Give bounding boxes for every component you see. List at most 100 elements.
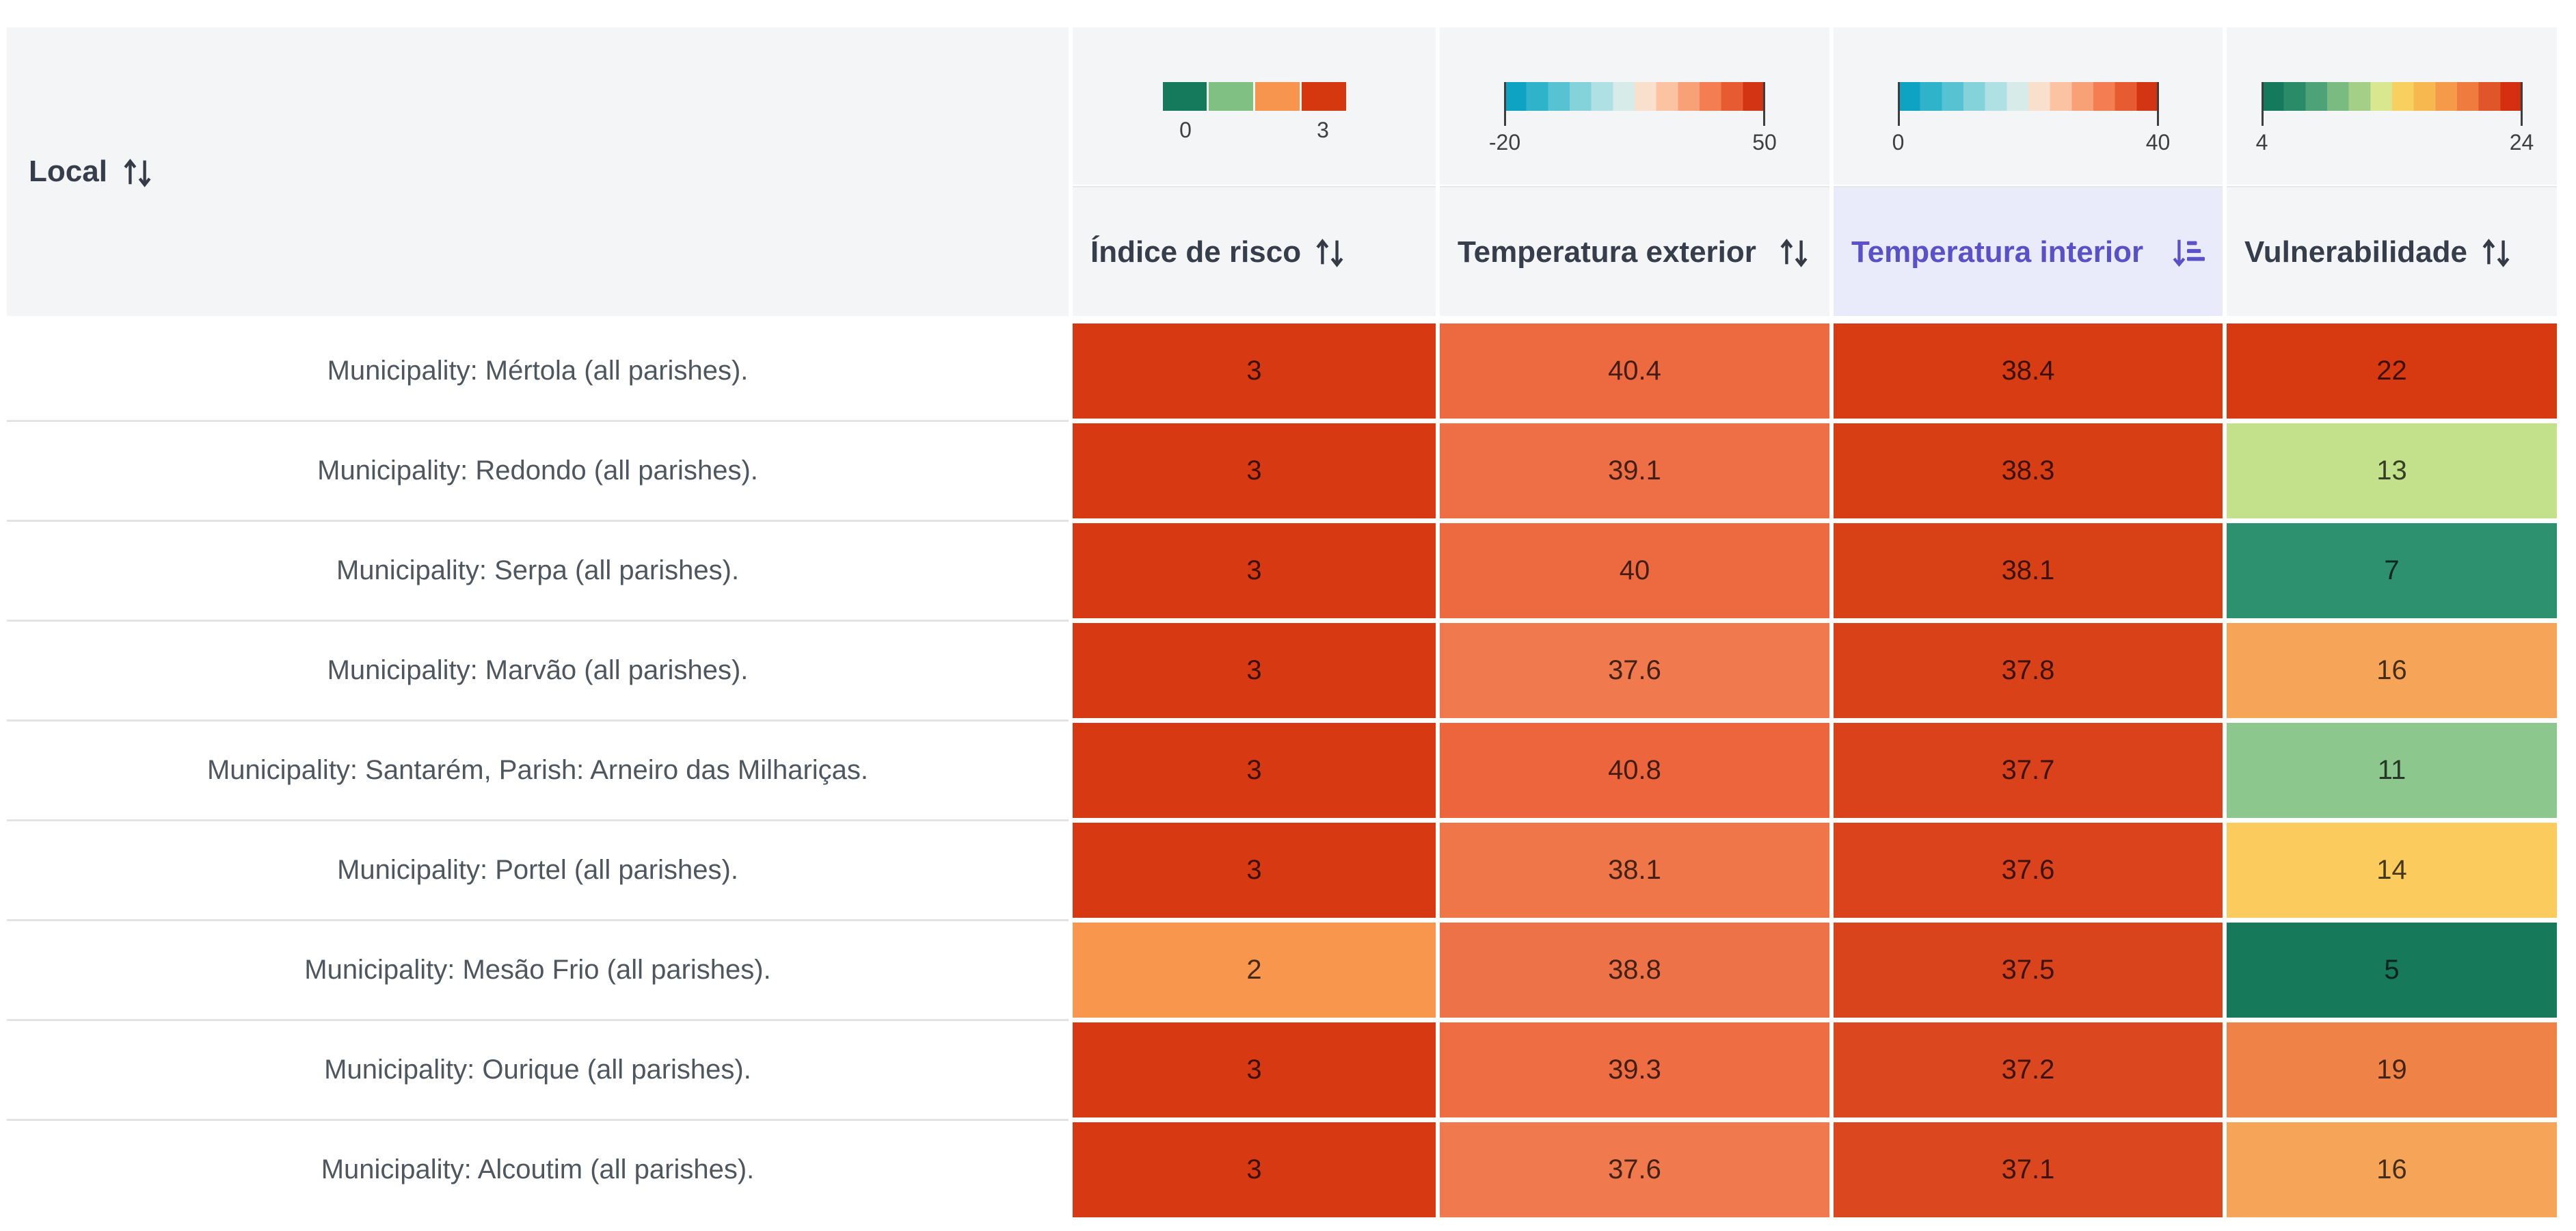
table-row: Municipality: Ourique (all parishes). 3 … bbox=[0, 1019, 2576, 1117]
color-scale-vuln-bar bbox=[2261, 82, 2523, 126]
temp-ext-cell[interactable]: 38.1 bbox=[1440, 823, 1829, 918]
risk-cell[interactable]: 3 bbox=[1073, 1122, 1436, 1217]
color-scale-vuln: 4 24 bbox=[2256, 82, 2534, 155]
temp-int-cell[interactable]: 38.3 bbox=[1834, 423, 2223, 518]
color-scale-temp-ext-bar bbox=[1504, 82, 1765, 126]
vulnerability-cell[interactable]: 7 bbox=[2227, 523, 2557, 618]
sort-descending-icon bbox=[2169, 234, 2205, 269]
legend-max-label: 3 bbox=[1317, 118, 1329, 142]
table-row: Municipality: Marvão (all parishes). 3 3… bbox=[0, 620, 2576, 718]
temp-int-cell[interactable]: 37.6 bbox=[1834, 823, 2223, 918]
risk-cell[interactable]: 3 bbox=[1073, 423, 1436, 518]
local-cell[interactable]: Municipality: Marvão (all parishes). bbox=[7, 623, 1069, 718]
risk-cell[interactable]: 3 bbox=[1073, 823, 1436, 918]
risk-swatch-1 bbox=[1162, 82, 1207, 111]
risk-cell[interactable]: 2 bbox=[1073, 923, 1436, 1018]
legend-tick-left bbox=[1504, 82, 1506, 126]
legend-min-label: -20 bbox=[1488, 130, 1521, 155]
risk-cell[interactable]: 3 bbox=[1073, 323, 1436, 419]
temp-int-cell[interactable]: 38.4 bbox=[1834, 323, 2223, 419]
table-row: Municipality: Alcoutim (all parishes). 3… bbox=[0, 1119, 2576, 1217]
temp-ext-cell[interactable]: 40.4 bbox=[1440, 323, 1829, 419]
legend-tick-left bbox=[2261, 82, 2264, 126]
table-row: Municipality: Mértola (all parishes). 3 … bbox=[0, 323, 2576, 419]
table-row: Municipality: Santarém, Parish: Arneiro … bbox=[0, 719, 2576, 818]
temp-int-cell[interactable]: 38.1 bbox=[1834, 523, 2223, 618]
column-header-temperatura-exterior[interactable]: Temperatura exterior bbox=[1440, 186, 1829, 316]
vulnerability-cell[interactable]: 16 bbox=[2227, 623, 2557, 718]
table-row: Municipality: Redondo (all parishes). 3 … bbox=[0, 420, 2576, 518]
temp-ext-cell[interactable]: 37.6 bbox=[1440, 623, 1829, 718]
table-row: Municipality: Serpa (all parishes). 3 40… bbox=[0, 520, 2576, 618]
risk-swatch-3 bbox=[1255, 82, 1300, 111]
sort-both-icon bbox=[1312, 234, 1347, 269]
vulnerability-cell[interactable]: 19 bbox=[2227, 1022, 2557, 1117]
vulnerability-cell[interactable]: 22 bbox=[2227, 323, 2557, 419]
color-scale-temp-int-bar bbox=[1897, 82, 2159, 126]
legend-min-label: 0 bbox=[1892, 130, 1905, 155]
column-header-vulnerabilidade[interactable]: Vulnerabilidade bbox=[2227, 186, 2557, 316]
legend-min-label: 4 bbox=[2255, 130, 2268, 155]
table-row: Municipality: Mesão Frio (all parishes).… bbox=[0, 919, 2576, 1018]
legend-indice-de-risco: 0 3 bbox=[1073, 27, 1436, 185]
temp-ext-cell[interactable]: 40 bbox=[1440, 523, 1829, 618]
temp-int-cell[interactable]: 37.7 bbox=[1834, 723, 2223, 818]
legend-temperatura-exterior: -20 50 bbox=[1440, 27, 1829, 185]
temp-int-cell[interactable]: 37.2 bbox=[1834, 1022, 2223, 1117]
legend-tick-right bbox=[2520, 82, 2523, 126]
color-scale-temp-ext: -20 50 bbox=[1489, 82, 1777, 155]
sort-both-icon bbox=[2478, 234, 2514, 269]
risk-cell[interactable]: 3 bbox=[1073, 623, 1436, 718]
temp-ext-cell[interactable]: 37.6 bbox=[1440, 1122, 1829, 1217]
legend-tick-left bbox=[1897, 82, 1900, 126]
color-scale-risk: 0 3 bbox=[1162, 82, 1346, 142]
vulnerability-cell[interactable]: 16 bbox=[2227, 1122, 2557, 1217]
legend-tick-right bbox=[1763, 82, 1765, 126]
risk-cell[interactable]: 3 bbox=[1073, 1022, 1436, 1117]
local-cell[interactable]: Municipality: Mesão Frio (all parishes). bbox=[7, 923, 1069, 1018]
risk-cell[interactable]: 3 bbox=[1073, 723, 1436, 818]
color-scale-temp-int: 0 40 bbox=[1892, 82, 2170, 155]
local-cell[interactable]: Municipality: Mértola (all parishes). bbox=[7, 323, 1069, 419]
sort-both-icon bbox=[120, 154, 155, 189]
legend-min-label: 0 bbox=[1179, 118, 1192, 142]
color-scale-risk-bar bbox=[1162, 82, 1346, 111]
risk-swatch-4 bbox=[1301, 82, 1346, 111]
local-cell[interactable]: Municipality: Portel (all parishes). bbox=[7, 823, 1069, 918]
legend-vulnerabilidade: 4 24 bbox=[2227, 27, 2557, 185]
vulnerability-cell[interactable]: 11 bbox=[2227, 723, 2557, 818]
vulnerability-cell[interactable]: 5 bbox=[2227, 923, 2557, 1018]
column-header-local[interactable]: Local bbox=[7, 27, 1069, 316]
legend-max-label: 40 bbox=[2145, 130, 2171, 155]
column-header-label: Vulnerabilidade bbox=[2244, 235, 2468, 269]
legend-max-label: 24 bbox=[2509, 130, 2534, 155]
column-header-label: Índice de risco bbox=[1090, 235, 1302, 269]
local-cell[interactable]: Municipality: Ourique (all parishes). bbox=[7, 1022, 1069, 1117]
risk-swatch-2 bbox=[1209, 82, 1253, 111]
table-row: Municipality: Portel (all parishes). 3 3… bbox=[0, 819, 2576, 918]
local-cell[interactable]: Municipality: Redondo (all parishes). bbox=[7, 423, 1069, 518]
temp-int-cell[interactable]: 37.8 bbox=[1834, 623, 2223, 718]
vulnerability-cell[interactable]: 13 bbox=[2227, 423, 2557, 518]
local-cell[interactable]: Municipality: Alcoutim (all parishes). bbox=[7, 1122, 1069, 1217]
legend-tick-right bbox=[2156, 82, 2159, 126]
temp-ext-cell[interactable]: 39.1 bbox=[1440, 423, 1829, 518]
temp-int-cell[interactable]: 37.1 bbox=[1834, 1122, 2223, 1217]
legend-temperatura-interior: 0 40 bbox=[1834, 27, 2223, 185]
temp-ext-cell[interactable]: 39.3 bbox=[1440, 1022, 1829, 1117]
risk-cell[interactable]: 3 bbox=[1073, 523, 1436, 618]
column-header-label: Temperatura interior bbox=[1851, 235, 2144, 269]
local-cell[interactable]: Municipality: Santarém, Parish: Arneiro … bbox=[7, 723, 1069, 818]
temp-int-cell[interactable]: 37.5 bbox=[1834, 923, 2223, 1018]
temp-ext-cell[interactable]: 40.8 bbox=[1440, 723, 1829, 818]
vulnerability-cell[interactable]: 14 bbox=[2227, 823, 2557, 918]
local-cell[interactable]: Municipality: Serpa (all parishes). bbox=[7, 523, 1069, 618]
column-header-indice-de-risco[interactable]: Índice de risco bbox=[1073, 186, 1436, 316]
column-header-label: Temperatura exterior bbox=[1458, 235, 1756, 269]
sort-both-icon bbox=[1776, 234, 1812, 269]
column-header-temperatura-interior[interactable]: Temperatura interior bbox=[1834, 186, 2223, 316]
table-body: Municipality: Mértola (all parishes). 3 … bbox=[0, 323, 2576, 1222]
column-header-local-label: Local bbox=[29, 155, 107, 188]
temp-ext-cell[interactable]: 38.8 bbox=[1440, 923, 1829, 1018]
